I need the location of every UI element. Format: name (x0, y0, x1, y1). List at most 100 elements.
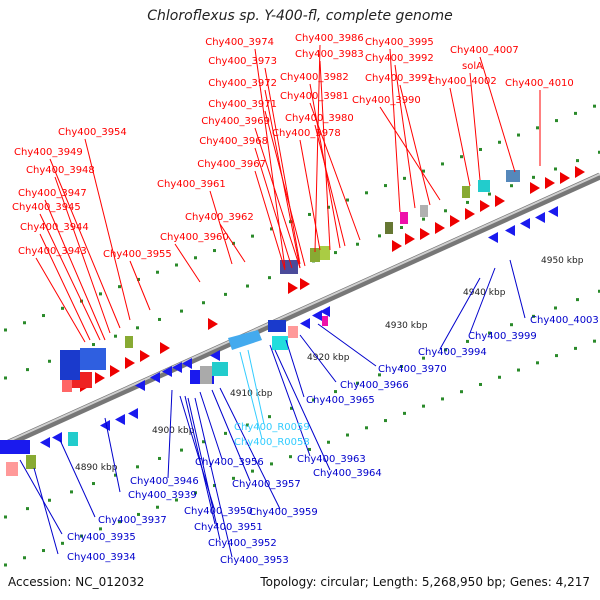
outer-tick-mark (194, 256, 197, 260)
reverse-gene-label: Chy400_3937 (98, 515, 167, 526)
reverse-track-dot (378, 373, 381, 377)
reverse-track-dot (4, 515, 7, 519)
outer-tick-mark (403, 176, 406, 180)
genome-summary-text: Topology: circular; Length: 5,268,950 bp… (260, 575, 590, 589)
forward-track-dot (180, 309, 183, 313)
reverse-track-dot (576, 298, 579, 302)
reverse-gene-label: Chy400_3956 (195, 457, 264, 468)
reverse-gene-arrow (115, 414, 125, 425)
forward-track-dot (268, 276, 271, 280)
forward-track-dot (488, 192, 491, 196)
outer-tick-mark (517, 133, 520, 137)
reverse-track-dot (268, 415, 271, 419)
forward-gene-label: Chy400_3961 (157, 179, 226, 190)
scale-label: 4950 kbp (541, 256, 584, 266)
reverse-gene-label: Chy400_4003 (530, 315, 599, 326)
reverse-gene-label-leader (19, 459, 63, 535)
outer-tick-mark (460, 155, 463, 159)
reverse-gene-arrow (488, 232, 498, 243)
forward-gene-label: Chy400_3955 (103, 249, 172, 260)
forward-gene-label-leader (264, 67, 301, 265)
forward-gene-label: Chy400_3945 (12, 202, 81, 213)
forward-gene-arrow (208, 318, 218, 330)
forward-gene-box (400, 212, 408, 224)
reverse-gene-label: Chy400_3951 (194, 522, 263, 533)
forward-gene-label-leader (219, 223, 246, 263)
forward-gene-label-leader (319, 60, 331, 251)
reverse-gene-arrow (128, 408, 138, 419)
outer-tick-mark (137, 277, 140, 281)
forward-gene-arrow (480, 200, 490, 212)
inner-tick-mark (498, 375, 501, 379)
forward-track-dot (334, 251, 337, 255)
reverse-gene-arrow (182, 358, 192, 369)
forward-gene-label-leader (314, 44, 321, 253)
forward-track-dot (48, 359, 51, 363)
reverse-gene-label-leader (317, 323, 377, 367)
forward-gene-box (506, 170, 520, 182)
forward-track-dot (136, 326, 139, 330)
scale-label: 4910 kbp (230, 389, 273, 399)
forward-gene-box (420, 205, 428, 217)
reverse-gene-arrow (172, 362, 182, 373)
reverse-track-dot (92, 482, 95, 486)
inner-tick-mark (536, 361, 539, 365)
reverse-gene-arrow (150, 372, 160, 383)
reverse-gene-label-leader (184, 395, 216, 525)
forward-gene-label-leader (254, 48, 286, 269)
forward-gene-arrow (140, 350, 150, 362)
inner-tick-mark (4, 563, 7, 567)
forward-gene-arrow (575, 166, 585, 178)
outer-tick-mark (593, 104, 596, 108)
forward-track-dot (422, 217, 425, 221)
inner-tick-mark (251, 469, 254, 473)
reverse-track-dot (312, 398, 315, 402)
inner-tick-mark (137, 512, 140, 516)
forward-gene-label: Chy400_3962 (185, 212, 254, 223)
forward-track-dot (554, 167, 557, 171)
forward-gene-label-leader (254, 170, 286, 271)
reverse-gene-label: Chy400_3966 (340, 380, 409, 391)
forward-gene-label-leader (394, 64, 416, 209)
scale-label: 4930 kbp (385, 321, 428, 331)
forward-gene-arrow (435, 222, 445, 234)
forward-gene-box (125, 336, 133, 348)
forward-gene-label: solA (462, 61, 483, 72)
forward-gene-label-leader (209, 190, 233, 265)
reverse-gene-label: Chy400_3994 (418, 347, 487, 358)
reverse-track-dot (356, 381, 359, 385)
genome-title: Chloroflexus sp. Y-400-fl, complete geno… (147, 8, 453, 24)
inner-tick-mark (422, 404, 425, 408)
forward-track-dot (4, 376, 7, 380)
reverse-gene-label-leader (199, 391, 223, 460)
forward-gene-label-leader (49, 158, 121, 329)
forward-track-dot (510, 184, 513, 188)
inner-tick-mark (327, 440, 330, 444)
forward-gene-label-leader (39, 213, 101, 341)
reverse-track-dot (202, 440, 205, 444)
inner-tick-mark (460, 390, 463, 394)
forward-gene-arrow (392, 240, 402, 252)
forward-gene-arrow (160, 342, 170, 354)
reverse-gene-label: Chy400_3952 (208, 538, 277, 549)
reverse-gene-label: Chy400_3953 (220, 555, 289, 566)
forward-gene-label-leader (264, 110, 306, 267)
forward-track-dot (114, 334, 117, 338)
reverse-gene-block (80, 348, 106, 370)
reverse-gene-label: Chy400_3957 (232, 479, 301, 490)
reverse-gene-label-leader (211, 389, 251, 482)
reverse-track-dot (510, 323, 513, 327)
forward-gene-label-leader (479, 56, 516, 173)
reverse-gene-label-leader (167, 389, 173, 479)
inner-tick-mark (61, 541, 64, 545)
reverse-gene-label-leader (439, 277, 481, 350)
reverse-gene-label: Chy400_3950 (184, 506, 253, 517)
reverse-track-dot (246, 423, 249, 427)
rna-gene-label: Chy400_R0059 (234, 422, 310, 433)
inner-tick-mark (517, 368, 520, 372)
reverse-gene-label-leader (269, 344, 311, 457)
reverse-track-dot (488, 331, 491, 335)
forward-gene-label: Chy400_3973 (208, 56, 277, 67)
reverse-gene-label: Chy400_3970 (378, 364, 447, 375)
inner-tick-mark (175, 498, 178, 502)
